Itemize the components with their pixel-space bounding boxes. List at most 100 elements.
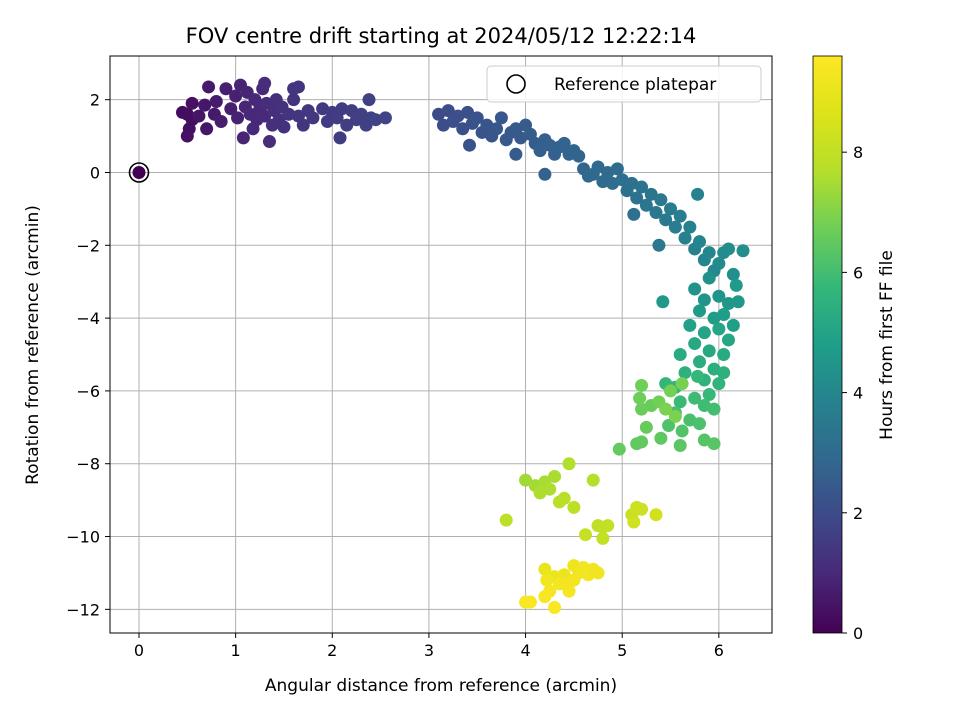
x-tick-label: 3 (424, 641, 434, 660)
data-point (538, 562, 552, 576)
y-axis-label: Rotation from reference (arcmin) (23, 205, 43, 485)
y-tick-label: −12 (66, 600, 100, 619)
data-point (601, 519, 615, 533)
data-point (635, 180, 649, 194)
colorbar-tick-label: 8 (853, 143, 863, 162)
data-point (649, 508, 663, 522)
data-point (673, 439, 687, 453)
x-tick-label: 0 (134, 641, 144, 660)
data-point (224, 102, 238, 116)
data-point (198, 98, 212, 112)
data-point (538, 167, 552, 181)
reference-point (132, 165, 146, 179)
colorbar-tick-label: 6 (853, 263, 863, 282)
data-point (548, 601, 562, 615)
data-point (729, 278, 743, 292)
data-point (461, 105, 475, 119)
data-point (654, 193, 668, 207)
y-tick-label: −4 (76, 309, 100, 328)
data-point (673, 209, 687, 223)
colorbar-label: Hours from first FF file (877, 250, 897, 440)
data-point (209, 95, 223, 109)
data-point (219, 82, 233, 96)
data-point (702, 344, 716, 358)
data-point (557, 136, 571, 150)
y-tick-label: −6 (76, 382, 100, 401)
data-point (185, 96, 199, 110)
data-point (668, 409, 682, 423)
data-point (693, 235, 707, 249)
data-point (688, 391, 702, 405)
x-tick-label: 5 (617, 641, 627, 660)
data-point (722, 333, 736, 347)
data-point (557, 577, 571, 591)
colorbar-gradient (812, 55, 843, 634)
data-point (693, 417, 707, 431)
data-points (128, 76, 750, 615)
data-point (712, 377, 726, 391)
data-point (519, 595, 533, 609)
data-point (533, 144, 547, 158)
data-point (369, 113, 383, 127)
data-point (578, 528, 592, 542)
data-point (717, 366, 731, 380)
data-point (731, 295, 745, 309)
data-point (306, 111, 320, 125)
data-point (499, 513, 513, 527)
data-point (635, 502, 649, 516)
data-point (596, 531, 610, 545)
data-point (192, 109, 206, 123)
data-point (707, 437, 721, 451)
colorbar: 0 2 4 6 8 Hours from first FF file (812, 55, 897, 643)
data-point (702, 388, 716, 402)
x-axis-label: Angular distance from reference (arcmin) (265, 676, 617, 696)
data-point (333, 131, 347, 145)
data-point (277, 120, 291, 134)
x-tick-label: 4 (520, 641, 530, 660)
data-point (572, 149, 586, 163)
data-point (675, 424, 689, 438)
data-point (378, 111, 392, 125)
data-point (654, 431, 668, 445)
data-point (726, 318, 740, 332)
data-point (630, 437, 644, 451)
data-point (258, 109, 272, 123)
data-point (659, 402, 673, 416)
data-point (668, 220, 682, 234)
data-point (688, 282, 702, 296)
data-point (649, 206, 663, 220)
y-tick-label: −2 (76, 236, 100, 255)
data-point (586, 473, 600, 487)
colorbar-ticks: 0 2 4 6 8 (842, 143, 863, 643)
data-point (562, 457, 576, 471)
data-point (722, 242, 736, 256)
data-point (258, 76, 272, 90)
reference-point-ring (128, 162, 150, 183)
data-point (591, 566, 605, 580)
data-point (697, 326, 711, 340)
legend-marker-reference (506, 74, 526, 94)
data-point (180, 129, 194, 143)
data-point (519, 473, 533, 487)
data-point (509, 147, 523, 161)
colorbar-tick-label: 4 (853, 384, 863, 403)
data-point (362, 93, 376, 107)
data-point (229, 89, 243, 103)
data-point (639, 198, 653, 212)
data-point (635, 378, 649, 392)
data-point (717, 348, 731, 362)
data-point (673, 395, 687, 409)
data-point (540, 573, 554, 587)
data-point (712, 289, 726, 303)
data-point (548, 469, 562, 483)
legend-label-reference: Reference platepar (554, 75, 716, 95)
chart-title: FOV centre drift starting at 2024/05/12 … (186, 24, 697, 48)
data-point (552, 495, 566, 509)
data-point (494, 111, 508, 125)
data-point (683, 318, 697, 332)
data-point (697, 293, 711, 307)
y-tick-label: 2 (90, 91, 100, 110)
data-point (656, 295, 670, 309)
data-point (441, 104, 455, 118)
